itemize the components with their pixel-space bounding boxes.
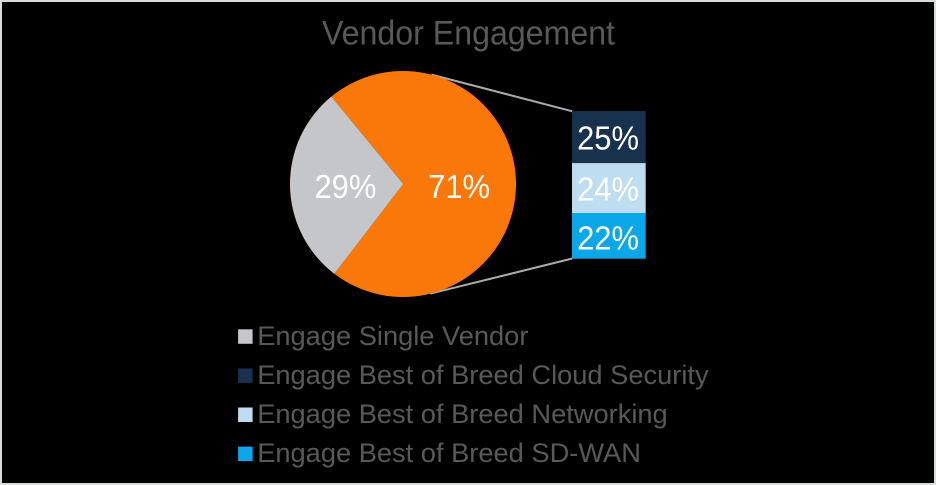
svg-text:29%: 29% (314, 168, 376, 205)
svg-text:Engage Best of Breed Networkin: Engage Best of Breed Networking (257, 398, 668, 429)
svg-text:25%: 25% (577, 119, 639, 156)
svg-text:Vendor Engagement: Vendor Engagement (322, 15, 615, 53)
svg-text:Engage Best of Breed SD-WAN: Engage Best of Breed SD-WAN (257, 437, 641, 468)
svg-text:22%: 22% (577, 219, 639, 256)
svg-text:71%: 71% (428, 168, 490, 205)
svg-text:Engage Best of Breed Cloud Sec: Engage Best of Breed Cloud Security (257, 359, 709, 390)
svg-text:Engage Single Vendor: Engage Single Vendor (257, 320, 528, 351)
svg-text:24%: 24% (577, 171, 639, 208)
